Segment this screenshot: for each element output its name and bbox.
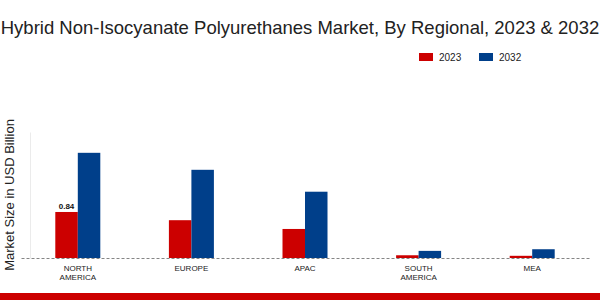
bar bbox=[169, 220, 192, 258]
data-labels: 0.84 bbox=[59, 202, 75, 211]
bar bbox=[419, 251, 442, 258]
y-axis-line bbox=[30, 133, 31, 259]
x-axis-line bbox=[22, 258, 590, 259]
x-tick-label: MEA bbox=[524, 264, 542, 273]
x-tick: SOUTHAMERICA bbox=[400, 258, 437, 282]
x-tick-label: APAC bbox=[294, 264, 315, 273]
bar bbox=[78, 153, 101, 258]
x-tick: APAC bbox=[294, 258, 315, 273]
legend-swatch bbox=[479, 53, 493, 61]
legend-swatch bbox=[419, 53, 433, 61]
legend: 2023 2032 bbox=[419, 52, 522, 63]
bar bbox=[283, 229, 306, 258]
bar bbox=[532, 249, 555, 258]
x-axis: NORTHAMERICA EUROPE APAC SOUTHAMERICA MEA bbox=[22, 258, 590, 282]
bar bbox=[305, 192, 328, 258]
x-tick-label: NORTHAMERICA bbox=[60, 264, 97, 282]
x-tick-label: EUROPE bbox=[175, 264, 209, 273]
x-tick: MEA bbox=[524, 258, 542, 273]
legend-label: 2032 bbox=[499, 52, 522, 63]
y-axis bbox=[30, 133, 31, 259]
title: Hybrid Non-Isocyanate Polyurethanes Mark… bbox=[1, 17, 600, 38]
legend-label: 2023 bbox=[439, 52, 462, 63]
footer-band bbox=[0, 293, 600, 300]
x-tick-label: SOUTHAMERICA bbox=[400, 264, 437, 282]
x-tick: EUROPE bbox=[175, 258, 209, 273]
x-tick: NORTHAMERICA bbox=[60, 258, 97, 282]
bar bbox=[191, 170, 214, 258]
bar bbox=[55, 212, 78, 258]
chart: Hybrid Non-Isocyanate Polyurethanes Mark… bbox=[0, 0, 600, 300]
bar bbox=[396, 255, 419, 258]
bars bbox=[55, 153, 554, 258]
y-axis-title: Market Size in USD Billion bbox=[2, 119, 17, 271]
data-label: 0.84 bbox=[59, 202, 75, 211]
bar bbox=[510, 256, 533, 258]
